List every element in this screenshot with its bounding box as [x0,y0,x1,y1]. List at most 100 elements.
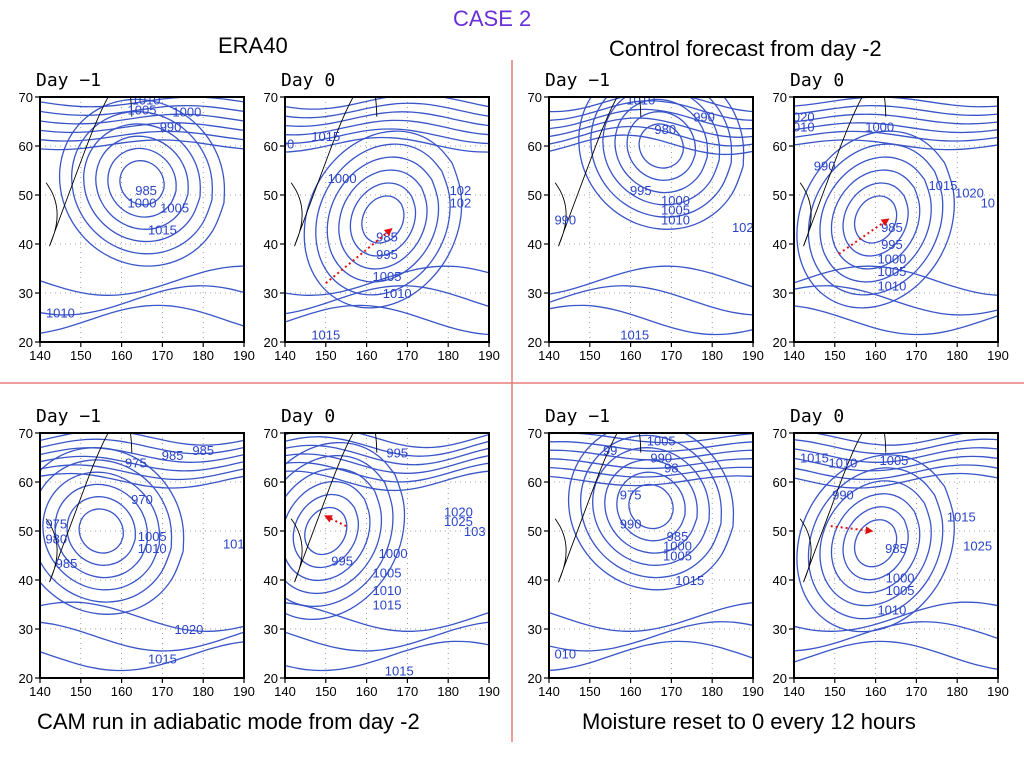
x-tick-label: 140 [783,684,805,699]
panel-title: Day −1 [36,406,101,427]
isobar-line [40,447,185,615]
y-tick-label: 40 [19,237,33,252]
isobar-line [315,143,451,296]
coastline [799,433,887,582]
isobar-line [40,139,244,151]
isobar-line [796,454,955,633]
x-tick-label: 150 [315,684,337,699]
contour-label: 1015 [385,664,414,679]
x-tick-label: 150 [70,684,92,699]
x-tick-label: 160 [111,348,133,363]
isobar-line [349,182,417,257]
contour-label: 985 [376,230,398,245]
contour-label: 1005 [886,583,915,598]
y-tick-label: 50 [528,524,542,539]
x-tick-label: 150 [315,348,337,363]
isobar-line [830,169,921,270]
y-tick-label: 50 [19,524,33,539]
isobar-line [794,601,998,632]
y-tick-label: 30 [264,622,278,637]
isobar-line [40,104,244,116]
x-tick-label: 180 [192,684,214,699]
contour-label: 1000 [328,171,357,186]
contour-label: 980 [45,531,67,546]
contour-label: 1000 [128,195,157,210]
contour-label: 1015 [373,598,402,613]
contour-label: 1020 [174,622,203,637]
isobar-line [794,97,998,108]
isobar-line [549,601,753,632]
contour-label: 975 [620,487,642,502]
isobar-line [549,621,753,652]
contour-label: 1005 [663,549,692,564]
y-tick-label: 30 [19,622,33,637]
y-tick-label: 40 [773,237,787,252]
x-tick-label: 180 [701,348,723,363]
x-tick-label: 140 [538,684,560,699]
isobar-line [602,97,721,206]
x-tick-label: 150 [579,348,601,363]
isobar-line [95,135,189,230]
contour-label: 1015 [311,129,340,144]
y-tick-label: 70 [773,426,787,441]
isobar-line [794,104,998,116]
contour-label: 1000 [172,105,201,120]
contour-label: 10 [981,195,995,210]
isobar-line [604,459,698,554]
contour-label: 98 [664,460,678,475]
isobar-line [285,621,489,652]
isobar-line [626,111,696,181]
contour-label: 1005 [128,102,157,117]
y-tick-label: 50 [264,188,278,203]
isobar-line [40,265,244,296]
isobar-line [549,134,753,156]
x-tick-label: 180 [701,684,723,699]
panel-title: Day 0 [281,70,335,91]
isobar-line [549,441,753,452]
isobar-line [578,97,745,230]
contour-label: 985 [667,529,689,544]
x-tick-label: 170 [906,684,928,699]
contour-label: 102 [732,220,754,235]
contour-label: 1000 [865,119,894,134]
x-tick-label: 140 [274,348,296,363]
contour-label: 1010 [828,455,857,470]
isobar-line [107,147,177,218]
x-tick-label: 180 [946,348,968,363]
y-tick-label: 20 [528,671,542,686]
isobar-line [638,123,684,169]
x-tick-label: 170 [397,684,419,699]
isobar-line [292,493,360,569]
contour-label: 1005 [879,453,908,468]
isobar-line [40,122,244,134]
isobar-line [338,169,428,270]
x-tick-label: 160 [620,348,642,363]
x-tick-label: 180 [437,348,459,363]
contour-label: 1015 [800,451,829,466]
contour-label: 1015 [148,651,177,666]
isobar-line [794,113,998,125]
contour-label: 975 [125,455,147,470]
isobar-line [285,640,489,672]
panel-frame [793,432,999,679]
contour-label: 1000 [877,252,906,267]
y-tick-label: 60 [773,139,787,154]
x-tick-label: 150 [579,684,601,699]
contour-label: 1010 [626,92,655,107]
y-tick-label: 70 [264,90,278,105]
quadrant-title-era40: ERA40 [218,33,288,58]
y-tick-label: 40 [528,573,542,588]
isobar-line [830,493,921,594]
isobar-line [549,265,753,295]
y-tick-label: 50 [773,188,787,203]
contour-label: 1000 [663,539,692,554]
contour-label: 1005 [661,203,690,218]
isobar-line [853,195,898,244]
contour-label: 1015 [675,573,704,588]
isobar-line [40,447,244,463]
contour-label: 1005 [877,264,906,279]
